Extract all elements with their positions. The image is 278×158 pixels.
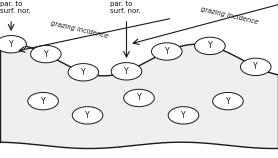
- Text: Y: Y: [85, 111, 90, 120]
- Text: Y: Y: [41, 97, 45, 106]
- Text: Y: Y: [137, 94, 141, 102]
- Text: Y: Y: [254, 62, 258, 71]
- Text: Y: Y: [124, 67, 129, 76]
- Text: Y: Y: [81, 68, 86, 77]
- Text: Y: Y: [44, 50, 48, 59]
- Text: Y: Y: [208, 41, 212, 50]
- Circle shape: [0, 36, 26, 53]
- Circle shape: [213, 92, 243, 110]
- Text: Y: Y: [226, 97, 230, 106]
- Text: grazing incidence: grazing incidence: [50, 20, 109, 39]
- Text: grazing incidence: grazing incidence: [200, 6, 259, 25]
- Text: Y: Y: [181, 111, 186, 120]
- Circle shape: [31, 45, 61, 63]
- Circle shape: [68, 64, 99, 81]
- Circle shape: [72, 107, 103, 124]
- Text: par. to
surf. nor.: par. to surf. nor.: [0, 1, 31, 14]
- Circle shape: [152, 43, 182, 60]
- Circle shape: [195, 37, 225, 55]
- Text: Y: Y: [165, 47, 169, 56]
- Circle shape: [168, 107, 199, 124]
- Circle shape: [28, 92, 58, 110]
- Circle shape: [111, 63, 142, 80]
- Text: par. to
surf. nor.: par. to surf. nor.: [110, 1, 141, 14]
- Circle shape: [124, 89, 154, 107]
- Text: Y: Y: [9, 40, 13, 49]
- Polygon shape: [0, 44, 278, 149]
- Circle shape: [240, 58, 271, 76]
